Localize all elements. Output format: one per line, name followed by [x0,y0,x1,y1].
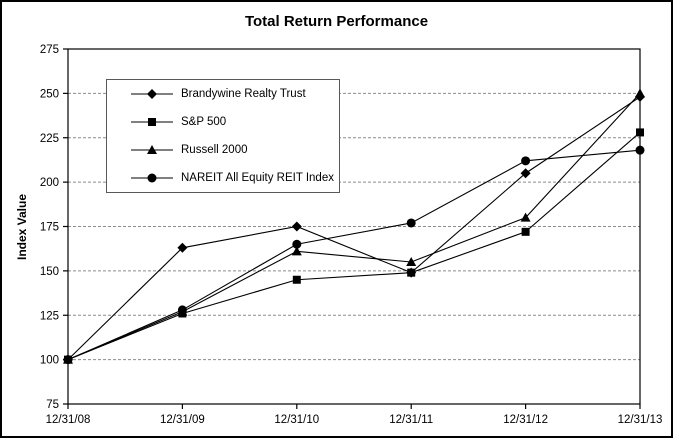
legend-label: Brandywine Realty Trust [181,88,306,100]
circle-marker [635,145,645,155]
x-tick-label: 12/31/09 [160,414,205,426]
circle-marker [521,156,531,166]
series-line [67,149,641,361]
triangle-legend-marker-icon [131,145,173,154]
legend-label: Russell 2000 [181,144,248,156]
y-tick-label: 275 [40,44,59,56]
y-tick-label: 200 [40,177,59,189]
y-tick-label: 100 [40,355,59,367]
y-tick-label: 150 [40,266,59,278]
series-line [67,132,641,361]
circle-marker [177,305,187,315]
y-tick-label: 125 [40,310,59,322]
triangle-marker [635,88,645,98]
y-tick-label: 175 [40,222,59,234]
y-tick-label: 250 [40,88,59,100]
triangle-marker [406,257,417,266]
series-line [67,96,641,361]
square-legend-marker-icon [131,118,173,126]
series-line [67,93,641,361]
y-tick-label: 225 [40,133,59,145]
legend-item: NAREIT All Equity REIT Index [129,164,339,192]
x-tick-label: 12/31/08 [46,414,91,426]
x-tick-label: 12/31/10 [274,414,319,426]
diamond-marker [147,89,157,99]
circle-marker [406,218,416,228]
series-nareit-all-equity-reit-index [63,145,645,365]
circle-legend-marker-icon [131,173,173,183]
x-tick-label: 12/31/12 [503,414,548,426]
x-tick-label: 12/31/11 [389,414,433,426]
legend-item: Brandywine Realty Trust [129,80,339,108]
legend-label: NAREIT All Equity REIT Index [181,172,334,184]
legend-label: S&P 500 [181,116,227,128]
diamond-marker [291,221,302,232]
legend-item: Russell 2000 [129,136,339,164]
diamond-legend-marker-icon [131,89,173,99]
diamond-marker [177,242,188,253]
circle-marker [63,355,73,365]
triangle-marker [520,212,531,222]
circle-marker [292,239,302,249]
square-marker [148,118,156,126]
triangle-marker [291,246,302,256]
y-tick-label: 75 [46,399,59,411]
square-marker [407,268,416,277]
diamond-marker [520,168,531,179]
legend: Brandywine Realty Trust S&P 500 Russell 20… [106,79,340,193]
legend-item: S&P 500 [129,108,339,136]
square-marker [521,227,530,236]
triangle-marker [147,145,157,154]
square-marker [636,128,644,137]
square-marker [292,275,301,284]
circle-marker [147,173,157,183]
x-tick-label: 12/31/13 [618,414,663,426]
chart-title: Total Return Performance [244,13,429,30]
